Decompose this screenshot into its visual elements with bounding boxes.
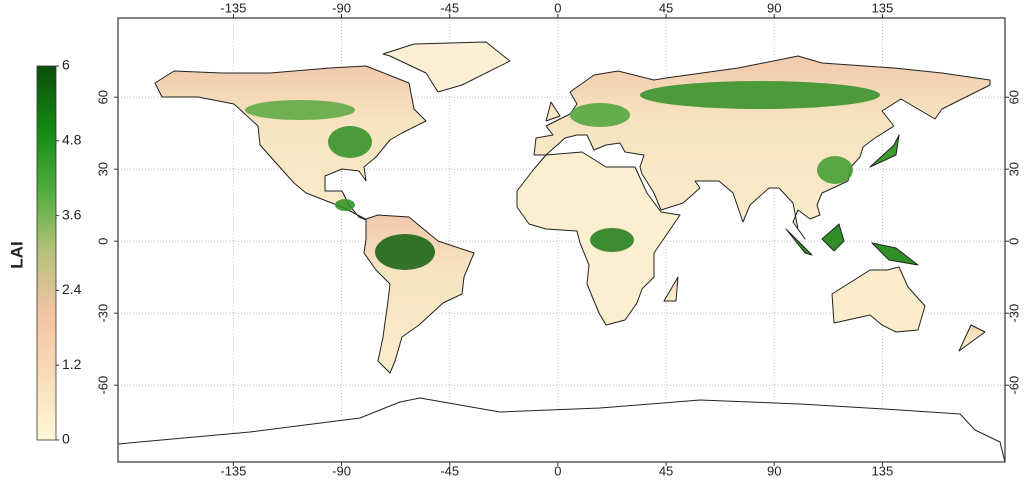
central-america — [335, 199, 355, 211]
x-tick-label: -135 — [220, 0, 246, 15]
colorbar-tick-label: 4.8 — [62, 132, 82, 148]
ticks: -135 -135 -90 -90 -45 -45 0 0 45 45 90 90 135 135 -60 -… — [56, 0, 1021, 478]
x-tick-label: -45 — [440, 463, 459, 478]
y-tick-label: 60 — [1006, 90, 1021, 104]
x-tick-label: -90 — [332, 463, 351, 478]
north-america — [154, 65, 427, 223]
y-tick-label: 60 — [95, 90, 110, 104]
japan — [869, 134, 900, 168]
colorbar-tick-label: 2.4 — [62, 281, 82, 297]
x-tick-label: 45 — [659, 0, 673, 15]
australia — [831, 266, 926, 333]
greenland — [382, 41, 511, 93]
y-tick-label: 30 — [1006, 162, 1021, 176]
new-guinea — [871, 242, 919, 266]
y-tick-label: -30 — [95, 304, 110, 323]
antarctica — [117, 397, 1006, 463]
y-tick-label: -30 — [1006, 304, 1021, 323]
x-tick-label: 135 — [872, 0, 894, 15]
colorbar-tick-label: 3.6 — [62, 206, 82, 222]
y-tick-label: 0 — [1006, 238, 1021, 245]
sumatra — [785, 228, 813, 256]
canada-boreal — [245, 100, 355, 120]
colorbar — [36, 65, 57, 441]
x-tick-label: -90 — [332, 0, 351, 15]
x-tick-label: 45 — [659, 463, 673, 478]
colorbar-tick-label: 6 — [62, 57, 70, 73]
x-tick-label: 90 — [767, 0, 781, 15]
britain — [545, 101, 561, 122]
y-tick-label: -60 — [1006, 376, 1021, 395]
siberia-boreal — [640, 81, 880, 109]
colorbar-tick-label: 0 — [62, 431, 70, 447]
map-frame — [117, 17, 1006, 463]
amazon — [375, 234, 435, 270]
eastern-us — [328, 126, 372, 158]
x-tick-label: -45 — [440, 0, 459, 15]
x-tick-label: 135 — [872, 463, 894, 478]
borneo — [821, 223, 845, 252]
x-tick-label: -135 — [220, 463, 246, 478]
y-tick-label: 30 — [95, 162, 110, 176]
y-tick-label: 0 — [95, 238, 110, 245]
land — [117, 41, 1006, 463]
congo — [590, 228, 634, 252]
madagascar — [663, 276, 679, 302]
x-tick-label: 0 — [554, 0, 561, 15]
colorbar-label: LAI — [7, 241, 26, 268]
europe — [570, 103, 630, 127]
east-china — [817, 156, 853, 184]
new-zealand — [958, 324, 986, 352]
colorbar-tick-label: 1.2 — [62, 356, 82, 372]
eurasia — [533, 55, 991, 240]
vegetation — [245, 81, 880, 270]
x-tick-label: 90 — [767, 463, 781, 478]
y-tick-label: -60 — [95, 376, 110, 395]
x-tick-label: 0 — [554, 463, 561, 478]
